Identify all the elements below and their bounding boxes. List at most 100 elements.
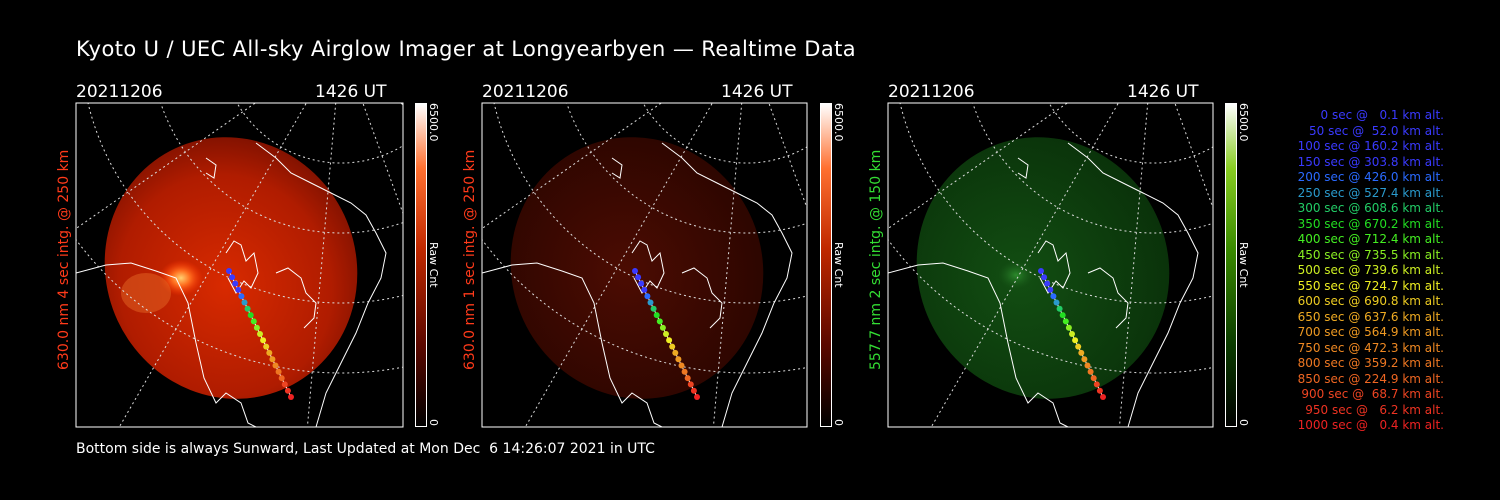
trajectory-point [647, 299, 654, 306]
trajectory-point [681, 368, 688, 375]
trajectory-point [690, 387, 697, 394]
legend-entry: 550 sec @ 724.7 km alt. [1297, 278, 1444, 293]
trajectory-point [666, 337, 673, 344]
coastline [1037, 240, 1071, 294]
panel-3-map [680, 43, 1213, 427]
panel-2-map [482, 103, 807, 427]
trajectory-point [1081, 356, 1088, 363]
trajectory-point [1041, 274, 1048, 281]
trajectory-point [275, 368, 282, 375]
legend-entry: 900 sec @ 68.7 km alt. [1301, 387, 1444, 401]
trajectory-point [632, 268, 638, 274]
airglow-image [104, 137, 358, 399]
trajectory-point [1059, 312, 1066, 319]
panel-3-frame [887, 102, 1214, 428]
trajectory-point [659, 324, 666, 331]
legend-entry: 150 sec @ 303.8 km alt. [1297, 154, 1444, 169]
coastline [275, 267, 317, 329]
legend-entry: 0 sec @ 0.1 km alt. [1316, 108, 1445, 122]
panel-3-colorbar [1225, 103, 1237, 427]
panel-2-colorbar [820, 103, 832, 427]
coastline [631, 240, 665, 294]
longitude-line [1118, 103, 1149, 427]
longitude-line [680, 43, 1153, 126]
legend-entry: 300 sec @ 608.6 km alt. [1297, 201, 1444, 215]
longitude-line [768, 103, 807, 210]
trajectory-point [263, 343, 270, 350]
legend-entry: 950 sec @ 6.2 km alt. [1305, 402, 1444, 417]
trajectory-point [656, 318, 663, 325]
trajectory-point [1072, 337, 1079, 344]
trajectory-point [684, 375, 691, 382]
aurora-bright-spot [159, 260, 203, 296]
legend-entry: 350 sec @ 670.2 km alt. [1297, 216, 1444, 231]
legend-entry: 500 sec @ 739.6 km alt. [1297, 263, 1444, 277]
coastline [888, 262, 1069, 427]
trajectory-point [669, 343, 676, 350]
trajectory-point [229, 274, 236, 281]
trajectory-point [1093, 381, 1100, 388]
legend-entry: 700 sec @ 564.9 km alt. [1297, 325, 1444, 339]
trajectory-point [1044, 280, 1051, 287]
coastline [681, 267, 723, 329]
trajectory-point [269, 356, 276, 363]
legend-entry: 50 sec @ 52.0 km alt. [1309, 123, 1444, 138]
trajectory-point [641, 286, 648, 293]
trajectory-point [1047, 286, 1054, 293]
longitude-line [930, 103, 1119, 427]
trajectory-point [1050, 293, 1057, 300]
trajectory-point [653, 312, 660, 319]
trajectory-point [1075, 343, 1082, 350]
trajectory-point [638, 280, 645, 287]
legend-entry: 450 sec @ 735.5 km alt. [1297, 247, 1444, 262]
trajectory-point [278, 375, 285, 382]
longitude-line [1174, 103, 1213, 210]
trajectory-point [288, 394, 294, 400]
trajectory-point [260, 337, 267, 344]
trajectory-point [1056, 305, 1063, 312]
longitude-line [0, 43, 341, 126]
latitude-circle [1048, 103, 1213, 164]
aurora-bright-spot [121, 273, 171, 313]
trajectory-point [266, 349, 273, 356]
legend-entry: 400 sec @ 712.4 km alt. [1297, 232, 1444, 246]
trajectory-point [253, 324, 260, 331]
footer-update-note: Bottom side is always Sunward, Last Upda… [76, 441, 655, 457]
coastline [225, 240, 259, 294]
panel-2-date: 20211206 [482, 82, 569, 102]
trajectory-point [650, 305, 657, 312]
trajectory-point [644, 293, 651, 300]
panel-2-frame [481, 102, 808, 428]
panel-1-time: 1426 UT [315, 82, 387, 102]
coastline [205, 157, 217, 179]
trajectory-point [241, 299, 248, 306]
trajectory-point [232, 280, 239, 287]
trajectory-point [226, 268, 232, 274]
trajectory-point [678, 362, 685, 369]
panel-3-time: 1426 UT [1127, 82, 1199, 102]
trajectory-point [1087, 368, 1094, 375]
panel-1-colorbar [415, 103, 427, 427]
legend-entry: 800 sec @ 359.2 km alt. [1297, 356, 1444, 370]
longitude-line [118, 103, 307, 427]
trajectory-point [1090, 375, 1097, 382]
trajectory-point [1100, 394, 1106, 400]
panel-3-date: 20211206 [888, 82, 975, 102]
legend-entry: 1000 sec @ 0.4 km alt. [1297, 418, 1444, 432]
trajectory-point [238, 293, 245, 300]
panel-1-date: 20211206 [76, 82, 163, 102]
trajectory-point [675, 356, 682, 363]
trajectory-point [1053, 299, 1060, 306]
trajectory-point [257, 331, 263, 337]
coastline [1067, 142, 1199, 427]
coastline [611, 157, 623, 179]
coastline [76, 262, 257, 427]
trajectory-point [694, 394, 700, 400]
airglow-image [916, 137, 1170, 399]
trajectory-point [663, 331, 669, 337]
trajectory-point [1078, 349, 1085, 356]
longitude-line [306, 103, 337, 427]
legend-entry: 850 sec @ 224.9 km alt. [1297, 371, 1444, 386]
coastline [1087, 267, 1129, 329]
